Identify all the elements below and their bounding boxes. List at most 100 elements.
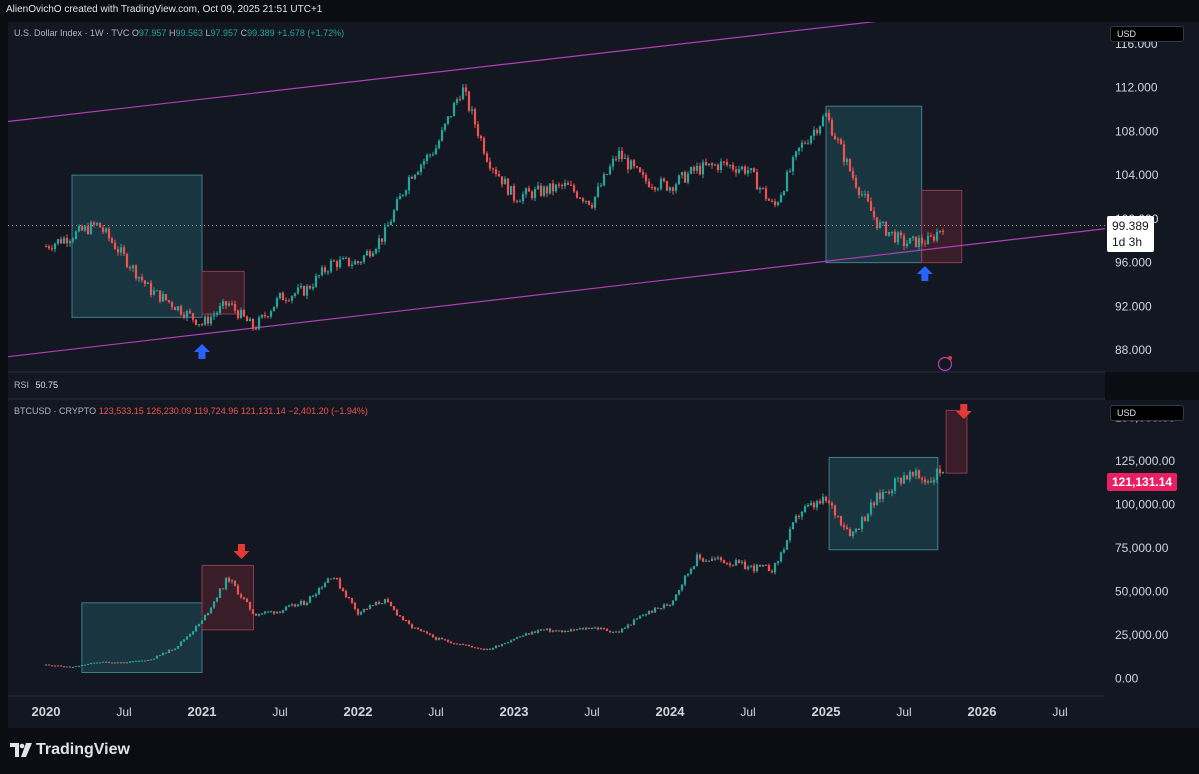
dxy-candle — [125, 254, 129, 267]
btc-candle — [806, 504, 810, 507]
time-label-year: 2026 — [968, 704, 997, 719]
dxy-price-tick: 96.000 — [1115, 256, 1152, 270]
dxy-candle — [326, 271, 330, 273]
dxy-symbol[interactable]: U.S. Dollar Index · 1W · TVC — [14, 28, 130, 38]
dxy-candle — [95, 222, 99, 225]
dxy-candle — [83, 226, 87, 231]
dxy-candle — [305, 286, 309, 296]
dxy-candle — [149, 282, 153, 295]
btc-currency-button[interactable]: USD — [1110, 405, 1184, 421]
blue-up-arrow-2025 — [916, 266, 933, 281]
dxy-currency-button[interactable]: USD — [1110, 26, 1184, 42]
footer — [0, 730, 1199, 774]
rsi-label[interactable]: RSI — [14, 380, 30, 390]
btc-candle — [857, 528, 861, 530]
btc-candle — [692, 565, 696, 569]
dxy-candle — [497, 174, 501, 177]
btc-candle — [419, 629, 423, 631]
dxy-candle — [884, 221, 888, 236]
btc-symbol[interactable]: BTCUSD · CRYPTO — [14, 406, 97, 416]
btc-candle — [635, 618, 639, 620]
btc-candle — [749, 565, 753, 567]
btc-candle — [506, 642, 510, 644]
dxy-box-2025 — [825, 105, 923, 264]
btc-candle — [770, 571, 774, 573]
dxy-price-axis[interactable] — [1105, 22, 1199, 372]
btc-candle — [395, 609, 399, 616]
btc-candle — [281, 610, 285, 613]
btc-candle — [689, 568, 693, 574]
btc-candle — [401, 616, 405, 621]
dxy-candle — [755, 172, 759, 190]
btc-candle — [641, 615, 645, 617]
dxy-candle — [935, 231, 939, 241]
btc-low: 119,724.96 — [193, 406, 239, 416]
btc-price-tick: 125,000.00 — [1115, 454, 1175, 468]
btc-candle — [911, 472, 915, 476]
btc-box-2020 — [81, 602, 203, 673]
btc-candle — [182, 639, 186, 642]
btc-close: 121,131.14 — [240, 406, 286, 416]
dxy-price-tick: 104.000 — [1115, 168, 1159, 182]
btc-candle — [923, 479, 927, 483]
dxy-candle — [482, 138, 486, 154]
rsi-value: 50.75 — [35, 380, 59, 390]
btc-candle — [125, 662, 129, 664]
dxy-candle — [518, 201, 522, 203]
btc-candle — [659, 608, 663, 610]
btc-candle — [617, 631, 621, 633]
dxy-candle — [209, 316, 213, 324]
tradingview-logo[interactable]: TradingView — [10, 741, 130, 759]
dxy-candle — [800, 142, 804, 148]
btc-candle — [905, 475, 909, 480]
btc-candle — [89, 663, 93, 665]
dxy-candle — [839, 139, 843, 145]
btc-candle — [104, 661, 108, 663]
btc-box-2025 — [828, 456, 939, 551]
dxy-candle — [653, 187, 657, 190]
btc-box-2025-next — [945, 409, 968, 474]
btc-candle — [428, 633, 432, 635]
btc-legend: BTCUSD · CRYPTO 123,533.15 126,230.09 11… — [14, 406, 368, 416]
btc-candle — [542, 629, 546, 631]
dxy-candle — [329, 260, 333, 272]
btc-candle — [305, 602, 309, 606]
red-down-arrow-2025 — [955, 404, 972, 419]
btc-candle — [119, 662, 123, 664]
dxy-countdown: 1d 3h — [1112, 235, 1143, 249]
dxy-candle — [344, 257, 348, 259]
btc-price-axis[interactable] — [1105, 400, 1199, 696]
btc-candle — [527, 633, 531, 635]
btc-candle — [839, 515, 843, 526]
dxy-candle — [155, 290, 159, 292]
btc-candle — [251, 609, 255, 615]
dxy-candle — [119, 247, 123, 253]
dxy-candle — [698, 165, 702, 175]
dxy-candle — [521, 194, 525, 202]
btc-candle — [875, 492, 879, 506]
btc-candle — [155, 655, 159, 659]
dxy-candle — [545, 186, 549, 194]
dxy-legend: U.S. Dollar Index · 1W · TVC O97.957 H99… — [14, 28, 345, 38]
btc-candle — [746, 566, 750, 570]
btc-candle — [296, 604, 300, 607]
btc-candle — [593, 627, 597, 629]
btc-candle — [584, 627, 588, 630]
time-label-year: 2025 — [812, 704, 841, 719]
btc-candle — [455, 643, 459, 645]
dxy-candle — [533, 189, 537, 199]
dxy-candle — [500, 176, 504, 185]
dxy-candle — [272, 306, 276, 312]
dxy-candle — [239, 309, 243, 319]
dxy-candle — [359, 261, 363, 264]
btc-candle — [539, 629, 543, 631]
btc-candle — [740, 561, 744, 563]
btc-candle — [683, 575, 687, 585]
dxy-candle — [47, 246, 51, 249]
btc-candle — [431, 634, 435, 638]
dxy-candle — [689, 167, 693, 174]
dxy-candle — [575, 191, 579, 198]
btc-candle — [377, 602, 381, 604]
btc-candle — [272, 611, 276, 614]
dxy-candle — [383, 226, 387, 242]
